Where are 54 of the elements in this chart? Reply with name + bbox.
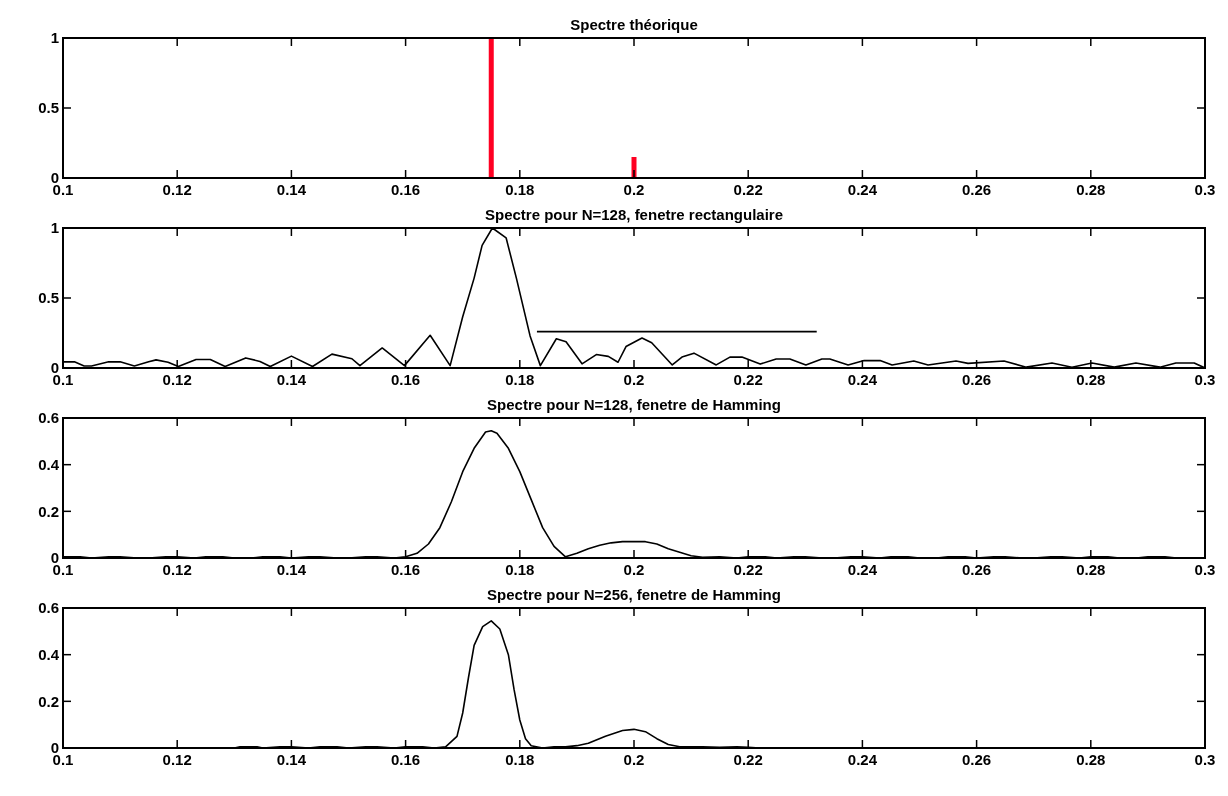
x-tick-label: 0.26: [962, 181, 992, 198]
x-tick-label: 0.16: [391, 371, 421, 388]
x-tick-label: 0.12: [162, 181, 192, 198]
x-tick-label: 0.16: [391, 751, 421, 768]
x-tick-label: 0.24: [847, 561, 878, 578]
x-tick-label: 0.28: [1076, 751, 1106, 768]
x-tick-label: 0.22: [733, 751, 763, 768]
x-tick-label: 0.26: [962, 561, 992, 578]
x-tick-label: 0.12: [162, 561, 192, 578]
y-tick-label: 0.6: [38, 599, 59, 617]
x-tick-label: 0.14: [276, 751, 307, 768]
x-tick-label: 0.28: [1076, 181, 1106, 198]
chart-title: Spectre pour N=256, fenetre de Hamming: [487, 586, 781, 603]
y-tick-label: 0.4: [38, 645, 60, 663]
x-tick-label: 0.14: [276, 371, 307, 388]
x-tick-label: 0.12: [162, 371, 192, 388]
x-tick-label: 0.22: [733, 371, 763, 388]
y-tick-label: 0.6: [38, 409, 59, 427]
y-tick-label: 0.2: [38, 502, 59, 520]
x-tick-label: 0.18: [505, 561, 535, 578]
x-tick-label: 0.26: [962, 751, 992, 768]
x-tick-label: 0.2: [623, 371, 645, 388]
x-tick-label: 0.2: [623, 181, 645, 198]
x-tick-label: 0.2: [623, 561, 645, 578]
y-tick-label: 0.2: [38, 692, 59, 710]
x-tick-label: 0.24: [847, 371, 878, 388]
y-tick-label: 0.5: [38, 289, 59, 307]
x-tick-label: 0.28: [1076, 561, 1106, 578]
x-tick-label: 0.18: [505, 751, 535, 768]
x-tick-label: 0.16: [391, 181, 421, 198]
x-tick-label: 0.3: [1194, 751, 1216, 768]
x-tick-label: 0.24: [847, 181, 878, 198]
x-tick-label: 0.14: [276, 561, 307, 578]
x-tick-label: 0.3: [1194, 181, 1216, 198]
x-tick-label: 0.18: [505, 371, 535, 388]
x-tick-label: 0.18: [505, 181, 535, 198]
x-tick-label: 0.2: [623, 751, 645, 768]
y-tick-label: 0.4: [38, 455, 60, 473]
chart-title: Spectre théorique: [570, 16, 698, 33]
x-tick-label: 0.3: [1194, 371, 1216, 388]
chart-title: Spectre pour N=128, fenetre de Hamming: [487, 396, 781, 413]
y-tick-label: 0.5: [38, 99, 59, 117]
y-tick-label: 1: [50, 29, 59, 47]
x-tick-label: 0.26: [962, 371, 992, 388]
x-tick-label: 0.28: [1076, 371, 1106, 388]
x-tick-label: 0.12: [162, 751, 192, 768]
chart-title: Spectre pour N=128, fenetre rectangulaire: [484, 206, 784, 223]
y-tick-label: 1: [50, 219, 59, 237]
x-tick-label: 0.22: [733, 181, 763, 198]
x-tick-label: 0.14: [276, 181, 307, 198]
x-tick-label: 0.16: [391, 561, 421, 578]
x-tick-label: 0.22: [733, 561, 763, 578]
x-tick-label: 0.3: [1194, 561, 1216, 578]
x-tick-label: 0.24: [847, 751, 878, 768]
